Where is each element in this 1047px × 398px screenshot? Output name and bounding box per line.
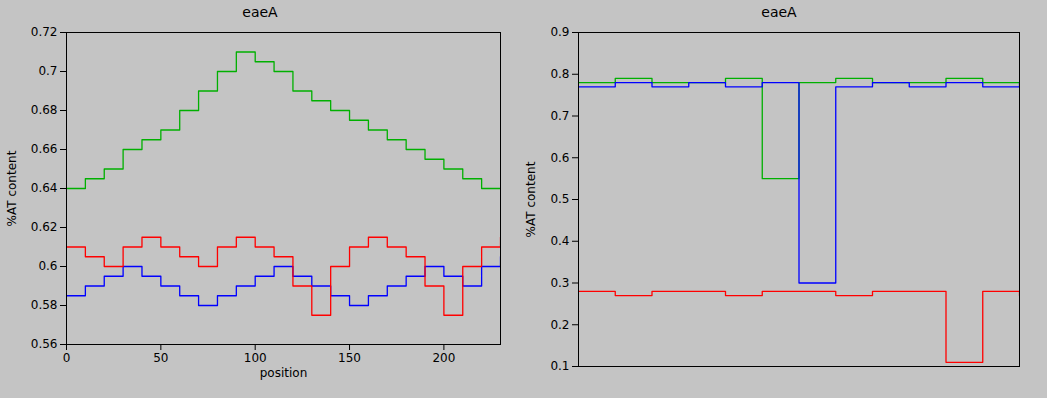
html-text:eaeA: eaeA: [761, 4, 797, 20]
html-text:eaeA: eaeA: [242, 4, 278, 20]
svg-text:0.6: 0.6: [38, 259, 57, 273]
svg-text:0.7: 0.7: [38, 64, 57, 78]
svg-text:0.66: 0.66: [31, 142, 58, 156]
svg-text:%AT content: %AT content: [5, 150, 19, 226]
svg-text:0.68: 0.68: [31, 103, 58, 117]
svg-text:200: 200: [432, 351, 455, 365]
svg-text:0: 0: [63, 351, 71, 365]
svg-text:%AT content: %AT content: [524, 161, 538, 237]
svg-text:0.62: 0.62: [31, 220, 58, 234]
svg-text:100: 100: [244, 351, 267, 365]
svg-text:0.8: 0.8: [550, 67, 569, 81]
svg-text:150: 150: [338, 351, 361, 365]
svg-text:0.58: 0.58: [31, 298, 58, 312]
svg-text:0.7: 0.7: [550, 109, 569, 123]
svg-text:0.5: 0.5: [550, 192, 569, 206]
svg-text:0.6: 0.6: [550, 151, 569, 165]
svg-text:0.64: 0.64: [31, 181, 58, 195]
svg-text:0.9: 0.9: [550, 25, 569, 39]
svg-text:0.1: 0.1: [550, 359, 569, 373]
svg-text:0.72: 0.72: [31, 25, 58, 39]
svg-text:0.4: 0.4: [550, 234, 569, 248]
svg-text:position: position: [260, 366, 308, 380]
svg-text:0.2: 0.2: [550, 318, 569, 332]
svg-text:0.3: 0.3: [550, 276, 569, 290]
svg-text:50: 50: [153, 351, 168, 365]
svg-text:0.56: 0.56: [31, 337, 58, 351]
